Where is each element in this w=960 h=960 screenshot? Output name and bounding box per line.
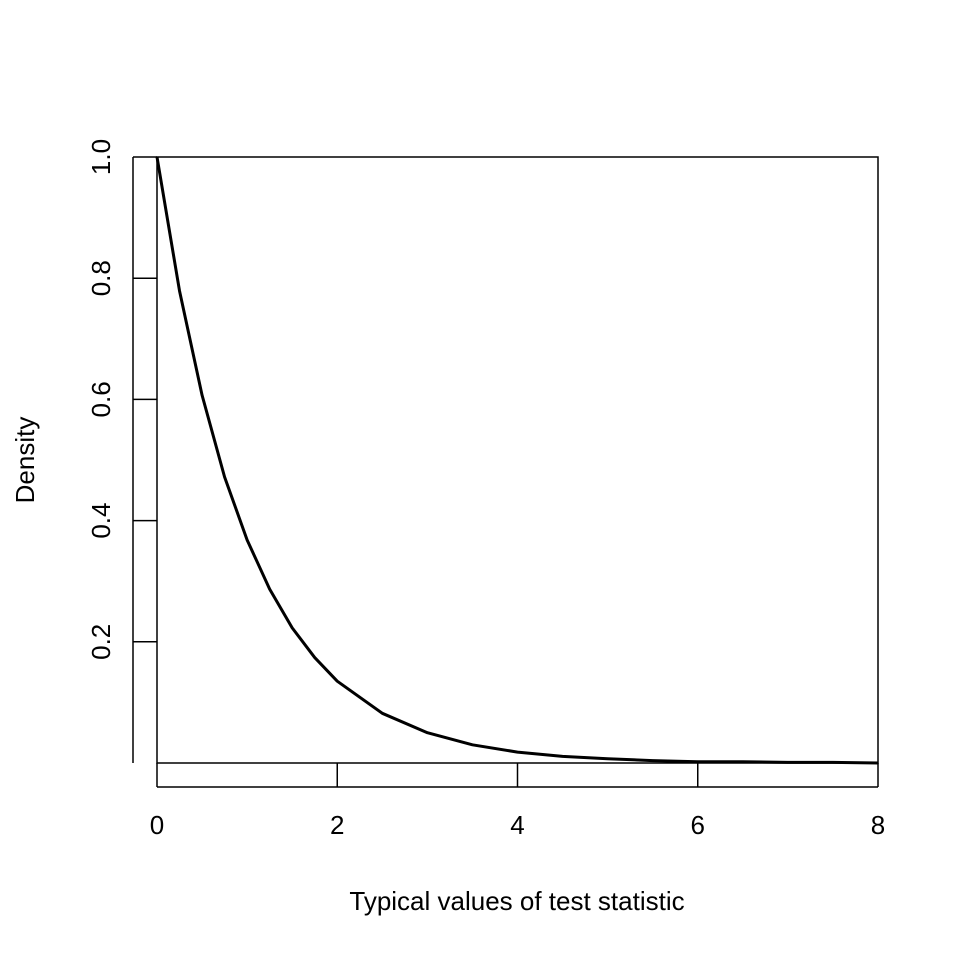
x-tick-label: 2 (330, 810, 344, 840)
y-tick-label: 0.2 (86, 624, 116, 660)
x-axis-label: Typical values of test statistic (349, 886, 684, 916)
y-axis-label: Density (10, 417, 40, 504)
y-tick-label: 0.4 (86, 503, 116, 539)
y-tick-label: 0.6 (86, 381, 116, 417)
y-axis-ticks: 0.2 0.4 0.6 0.8 1.0 (86, 139, 157, 660)
x-tick-label: 6 (691, 810, 705, 840)
y-tick-label: 0.8 (86, 260, 116, 296)
plot-frame (156, 156, 879, 764)
x-tick-label: 4 (510, 810, 524, 840)
x-tick-label: 0 (150, 810, 164, 840)
y-tick-label: 1.0 (86, 139, 116, 175)
x-tick-label: 8 (871, 810, 885, 840)
density-curve (155, 156, 879, 765)
x-axis-ticks: 0 2 4 6 8 (150, 763, 885, 840)
